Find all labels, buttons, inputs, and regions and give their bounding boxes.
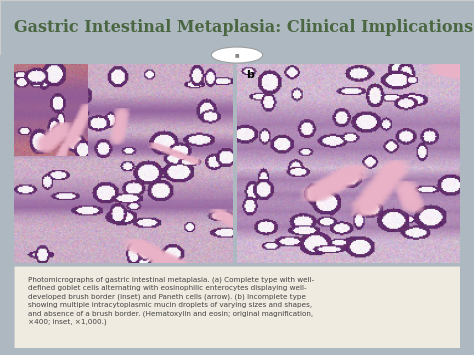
FancyBboxPatch shape (14, 266, 460, 348)
Text: a: a (23, 70, 30, 80)
Text: b: b (246, 70, 254, 80)
Text: Photomicrographs of gastric intestinal metaplasia. (a) Complete type with well-
: Photomicrographs of gastric intestinal m… (27, 276, 314, 325)
Text: ■: ■ (235, 53, 239, 58)
Text: Gastric Intestinal Metaplasia: Clinical Implications: Gastric Intestinal Metaplasia: Clinical … (14, 19, 474, 36)
Circle shape (211, 47, 263, 63)
